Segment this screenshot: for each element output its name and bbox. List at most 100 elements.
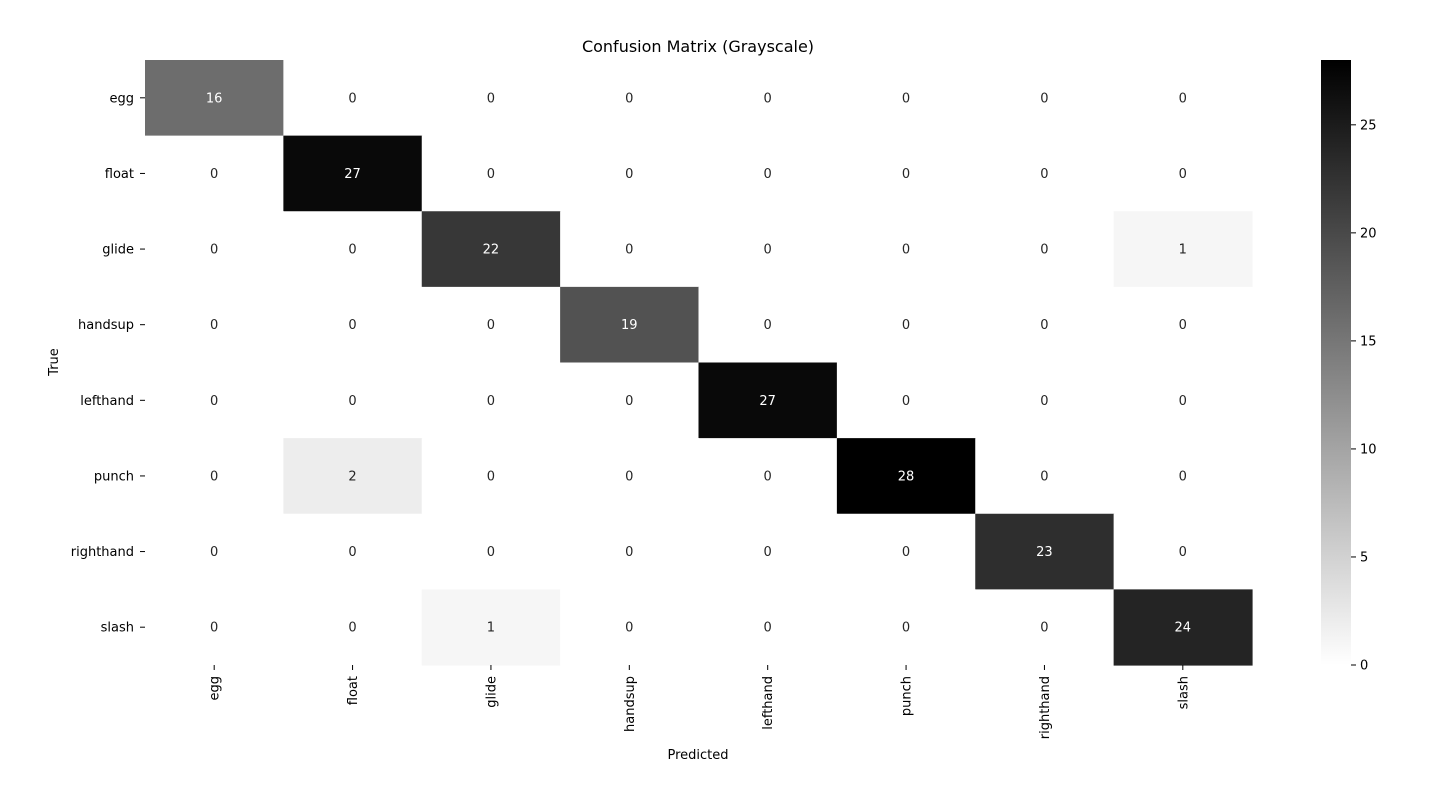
heatmap-cell [975, 362, 1115, 439]
heatmap-cell [421, 362, 561, 439]
y-tick-label: punch [94, 469, 134, 484]
heatmap-cell [560, 438, 700, 515]
heatmap-cell [698, 286, 838, 364]
cell-value-label: 0 [902, 91, 910, 106]
cell-value-label: 0 [487, 545, 495, 560]
heatmap-cell [421, 589, 561, 666]
cell-value-label: 0 [1040, 91, 1048, 106]
heatmap-cell [283, 513, 423, 590]
cell-value-label: 0 [487, 91, 495, 106]
x-tick-label: slash [1176, 676, 1191, 709]
cell-value-label: 23 [1036, 545, 1053, 560]
cell-value-label: 0 [902, 167, 910, 182]
heatmap-cell [145, 589, 284, 666]
cell-value-label: 0 [210, 318, 218, 333]
heatmap-cell [560, 286, 700, 364]
y-tick-label: handsup [78, 318, 134, 333]
heatmap-cell [421, 211, 561, 288]
x-tick-label: lefthand [761, 676, 776, 730]
heatmap-cell [560, 513, 700, 590]
cell-value-label: 0 [210, 167, 218, 182]
heatmap-cell-labels: 16 0 0 0 0 0 0 0 0 27 0 0 0 0 0 0 0 0 22 0 0 0 0 1 0 0 0 19 0 0 0 0 0 0 0 0… [206, 91, 1191, 635]
x-tick-label: punch [900, 676, 915, 716]
cell-value-label: 0 [625, 243, 633, 258]
cell-value-label: 0 [210, 243, 218, 258]
heatmap-cell [1113, 286, 1253, 364]
heatmap-cell [698, 135, 838, 212]
cell-value-label: 0 [625, 167, 633, 182]
heatmap-cell [283, 60, 423, 137]
cell-value-label: 0 [210, 545, 218, 560]
cell-value-label: 0 [764, 243, 772, 258]
x-tick-label: egg [208, 676, 223, 701]
heatmap-cell [145, 135, 284, 212]
heatmap-cell [283, 362, 423, 439]
cell-value-label: 0 [764, 469, 772, 484]
heatmap-cell [421, 60, 561, 137]
heatmap-cell [421, 513, 561, 590]
y-tick-label: lefthand [80, 394, 134, 409]
colorbar-tick-label: 0 [1360, 659, 1368, 674]
cell-value-label: 0 [1040, 621, 1048, 636]
cell-value-label: 0 [625, 394, 633, 409]
heatmap-cell [283, 211, 423, 288]
cell-value-label: 22 [483, 243, 500, 258]
heatmap-cell [836, 211, 976, 288]
cell-value-label: 1 [487, 621, 495, 636]
cell-value-label: 0 [1179, 545, 1187, 560]
cell-value-label: 0 [625, 545, 633, 560]
y-tick-label: egg [109, 91, 134, 106]
cell-value-label: 0 [487, 469, 495, 484]
cell-value-label: 0 [1040, 167, 1048, 182]
colorbar-tick-label: 25 [1360, 118, 1377, 133]
heatmap-cell [698, 60, 838, 137]
x-axis: egg float glide handsup lefthand punch rightha… [208, 665, 1191, 739]
heatmap-cell [698, 589, 838, 666]
colorbar-gradient [1321, 60, 1351, 665]
y-tick-label: float [105, 167, 134, 182]
cell-value-label: 0 [1179, 469, 1187, 484]
cell-value-label: 0 [210, 394, 218, 409]
heatmap-cell [283, 438, 423, 515]
heatmap-cell [698, 513, 838, 590]
heatmap-cell [421, 286, 561, 364]
heatmap-cells [145, 60, 1253, 666]
heatmap-cell [975, 589, 1115, 666]
heatmap-cell [1113, 438, 1253, 515]
cell-value-label: 0 [1040, 243, 1048, 258]
heatmap-cell [836, 135, 976, 212]
cell-value-label: 0 [625, 469, 633, 484]
cell-value-label: 0 [348, 91, 356, 106]
cell-value-label: 0 [487, 394, 495, 409]
cell-value-label: 0 [487, 167, 495, 182]
heatmap-cell [145, 211, 284, 288]
heatmap-cell [836, 513, 976, 590]
cell-value-label: 0 [1040, 394, 1048, 409]
heatmap-cell [975, 438, 1115, 515]
y-axis: egg float glide handsup lefthand punch rightha… [71, 91, 145, 636]
cell-value-label: 0 [902, 621, 910, 636]
heatmap-cell [283, 135, 423, 212]
cell-value-label: 2 [348, 469, 356, 484]
cell-value-label: 0 [1179, 394, 1187, 409]
cell-value-label: 28 [898, 469, 915, 484]
x-tick-label: float [346, 676, 361, 705]
heatmap-cell [698, 211, 838, 288]
cell-value-label: 0 [764, 318, 772, 333]
cell-value-label: 0 [764, 545, 772, 560]
heatmap-cell [1113, 513, 1253, 590]
y-tick-label: righthand [71, 545, 134, 560]
cell-value-label: 0 [348, 243, 356, 258]
heatmap-cell [1113, 211, 1253, 288]
heatmap-cell [560, 60, 700, 137]
heatmap-cell [283, 286, 423, 364]
colorbar-tick-label: 20 [1360, 226, 1377, 241]
colorbar-tick-label: 10 [1360, 442, 1377, 457]
x-tick-label: righthand [1038, 676, 1053, 739]
heatmap-cell [836, 60, 976, 137]
cell-value-label: 0 [625, 621, 633, 636]
cell-value-label: 0 [902, 394, 910, 409]
heatmap-cell [145, 513, 284, 590]
cell-value-label: 0 [348, 545, 356, 560]
